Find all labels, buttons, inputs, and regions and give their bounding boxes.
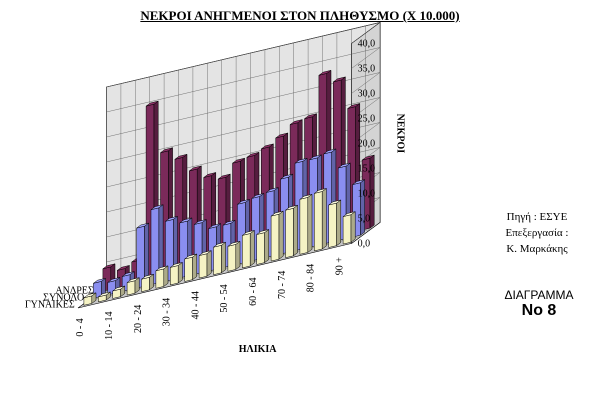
bar [227,240,241,272]
processing-line: Επεξεργασία : [505,227,569,239]
z-tick-label: 25,0 [358,113,376,124]
bar [150,204,164,286]
bar [270,210,284,262]
gridline [106,47,381,113]
z-tick-label: 15,0 [358,163,376,174]
gridline [106,22,381,88]
source-line: Πηγή : ΕΣΥΕ [506,211,568,223]
gridline [106,72,381,138]
bar [256,229,270,265]
bar [184,253,198,282]
bar [314,187,327,252]
bar [198,250,212,279]
series-label: ΣΥΝΟΛΟ [43,293,84,304]
series-label: ΑΝΔΡΕΣ [55,286,94,297]
z-tick-label: 10,0 [358,188,376,199]
bar [213,241,226,276]
bar [170,261,183,286]
gridline [106,122,381,188]
bar [299,193,313,255]
x-tick-label: 50 - 54 [219,284,230,312]
bar [112,285,126,299]
z-tick-label: 0,0 [358,238,371,249]
bar [136,222,149,289]
z-tick-label: 5,0 [358,213,371,224]
z-tick-label: 30,0 [358,88,376,99]
x-tick-label: 60 - 64 [248,278,259,306]
x-tick-label: 80 - 84 [306,264,317,292]
x-axis-label: ΗΛΙΚΙΑ [239,344,278,355]
z-tick-label: 40,0 [358,38,376,49]
x-tick-label: 30 - 34 [162,298,173,326]
z-tick-label: 35,0 [358,63,376,74]
bar [98,291,111,303]
diagram-label: ΔΙΑΓΡΑΜΜΑ [504,288,574,302]
x-tick-label: 10 - 14 [104,312,115,340]
bar [83,292,97,306]
bar [342,211,356,245]
series-label: ΓΥΝΑΙΚΕΣ [25,300,75,311]
x-tick-label: 90 + [334,257,345,276]
x-tick-label: 70 - 74 [277,271,288,299]
x-tick-label: 20 - 24 [133,305,144,333]
author-line: Κ. Μαρκάκης [506,243,568,255]
bar [155,265,169,289]
bar [126,277,140,296]
x-tick-label: 0 - 4 [75,318,86,336]
bar [328,199,342,248]
gridline [106,97,381,163]
diagram-number: No 8 [521,302,557,319]
x-tick-label: 40 - 44 [190,291,201,319]
chart-title: ΝΕΚΡΟΙ ΑΝΗΓΜΕΝΟΙ ΣΤΟΝ ΠΛΗΘΥΣΜΟ (Χ 10.000… [140,8,460,23]
z-axis-label: ΝΕΚΡΟΙ [395,114,406,154]
bar [285,204,298,259]
bar [242,229,255,269]
z-tick-label: 20,0 [358,138,376,149]
bar [141,273,154,293]
